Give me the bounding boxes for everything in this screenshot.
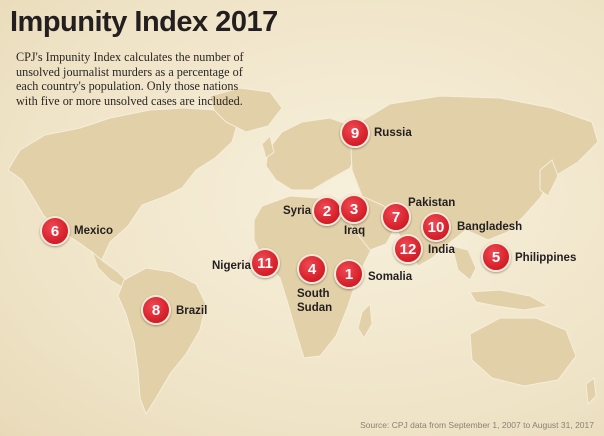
map-description: CPJ's Impunity Index calculates the numb… xyxy=(16,50,252,108)
southeast-asia-landmass xyxy=(452,246,476,280)
madagascar-landmass xyxy=(358,304,372,338)
rank-marker: 5 xyxy=(481,242,511,272)
country-label: Syria xyxy=(283,204,311,218)
new-zealand-landmass xyxy=(586,378,596,404)
rank-marker: 3 xyxy=(339,194,369,224)
country-label: Nigeria xyxy=(212,259,251,273)
rank-marker: 6 xyxy=(40,216,70,246)
rank-marker: 8 xyxy=(141,295,171,325)
country-label: Mexico xyxy=(74,224,113,238)
country-label: Pakistan xyxy=(408,196,455,210)
rank-marker: 1 xyxy=(334,259,364,289)
indonesia-landmass xyxy=(470,290,548,310)
country-label: India xyxy=(428,243,455,257)
country-label: Brazil xyxy=(176,304,207,318)
rank-marker: 9 xyxy=(340,118,370,148)
rank-marker: 2 xyxy=(312,196,342,226)
country-label: Philippines xyxy=(515,251,576,265)
south-america-landmass xyxy=(118,268,206,414)
country-label: Russia xyxy=(374,126,412,140)
country-label: Somalia xyxy=(368,270,412,284)
rank-marker: 12 xyxy=(393,234,423,264)
rank-marker: 10 xyxy=(421,212,451,242)
country-label: South Sudan xyxy=(297,287,343,315)
rank-marker: 4 xyxy=(297,254,327,284)
source-note: Source: CPJ data from September 1, 2007 … xyxy=(360,420,594,430)
country-label: Bangladesh xyxy=(457,220,522,234)
country-label: Iraq xyxy=(344,224,365,238)
rank-marker: 7 xyxy=(381,202,411,232)
australia-landmass xyxy=(470,318,576,386)
rank-marker: 11 xyxy=(250,248,280,278)
map-title: Impunity Index 2017 xyxy=(10,6,278,39)
